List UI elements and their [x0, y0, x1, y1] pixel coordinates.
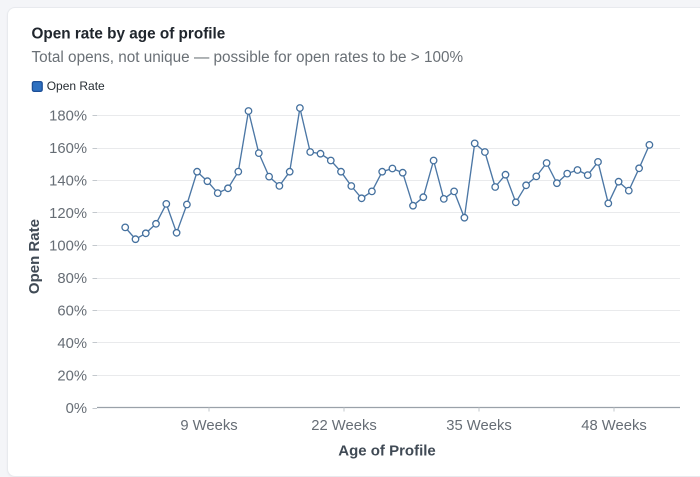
svg-text:40%: 40%	[57, 336, 87, 352]
svg-text:Open Rate: Open Rate	[26, 219, 43, 294]
svg-text:Open Rate: Open Rate	[47, 79, 105, 93]
svg-text:120%: 120%	[49, 206, 87, 222]
svg-text:140%: 140%	[49, 174, 87, 190]
svg-text:Age of Profile: Age of Profile	[338, 442, 436, 459]
svg-text:22 Weeks: 22 Weeks	[311, 418, 377, 434]
svg-text:60%: 60%	[57, 304, 87, 320]
svg-text:35 Weeks: 35 Weeks	[446, 418, 512, 434]
svg-text:20%: 20%	[57, 369, 87, 385]
svg-text:160%: 160%	[49, 141, 87, 157]
svg-text:Open rate by age of profile: Open rate by age of profile	[32, 26, 226, 43]
svg-text:9 Weeks: 9 Weeks	[180, 418, 237, 434]
svg-text:48 Weeks: 48 Weeks	[581, 418, 647, 434]
svg-text:180%: 180%	[49, 109, 87, 125]
svg-text:80%: 80%	[57, 271, 87, 287]
svg-text:100%: 100%	[49, 239, 87, 255]
svg-text:0%: 0%	[66, 401, 87, 417]
svg-text:Total opens, not unique — poss: Total opens, not unique — possible for o…	[32, 49, 464, 66]
